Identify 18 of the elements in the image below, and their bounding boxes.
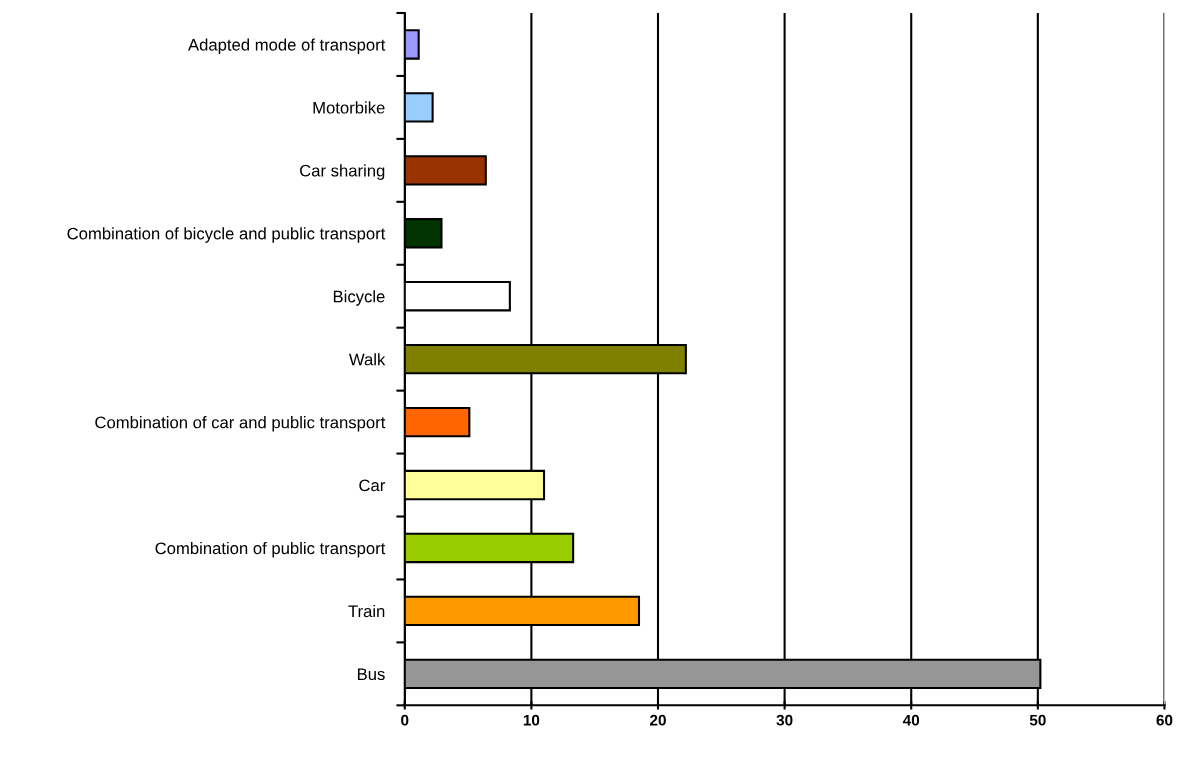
x-tick-label: 50: [1029, 714, 1046, 726]
x-tick-label: 60: [1156, 714, 1173, 726]
y-tick-label: Combination of bicycle and public transport: [67, 227, 386, 243]
y-tick-label: Combination of public transport: [155, 541, 386, 558]
y-tick-label: Train: [348, 604, 385, 618]
y-tick-label: Adapted mode of transport: [188, 38, 386, 54]
x-tick-label: 30: [776, 714, 793, 726]
y-tick-label: Motorbike: [313, 101, 385, 114]
y-tick-label: Combination of car and public transport: [95, 416, 386, 432]
y-tick-label: Car sharing: [300, 164, 385, 180]
y-tick-label: Bicycle: [333, 290, 385, 306]
y-tick-label: Car: [359, 479, 386, 492]
x-tick-label: 0: [401, 714, 409, 726]
y-tick-label: Walk: [348, 353, 386, 366]
x-tick-label: 10: [523, 714, 540, 726]
x-tick-label: 40: [902, 714, 920, 726]
x-tick-label: 20: [650, 714, 666, 726]
y-tick-label: Bus: [357, 668, 385, 681]
